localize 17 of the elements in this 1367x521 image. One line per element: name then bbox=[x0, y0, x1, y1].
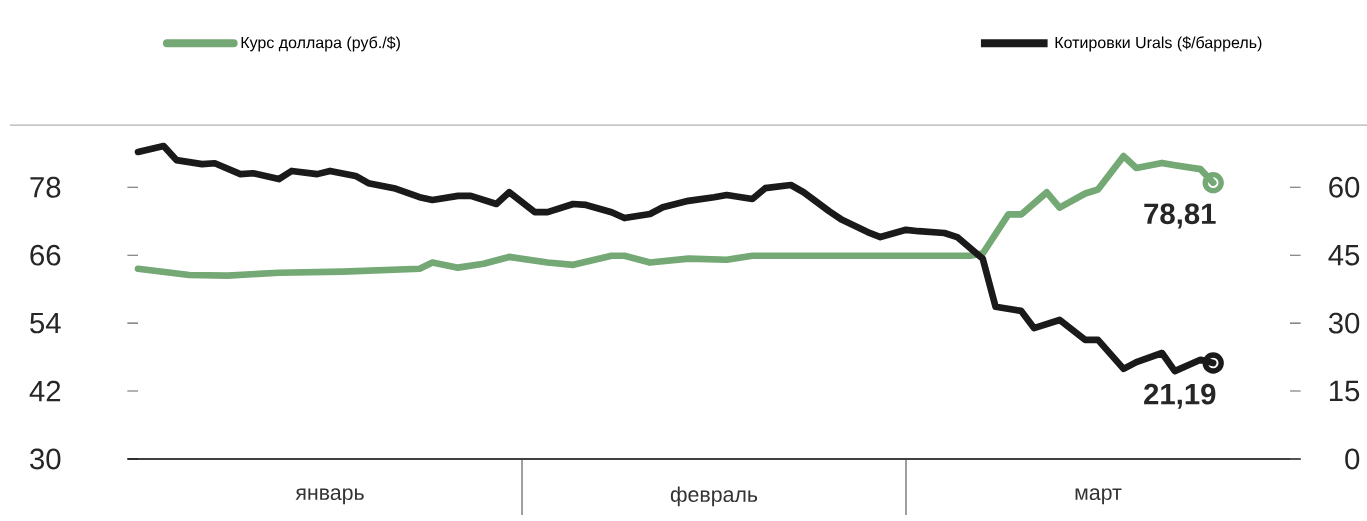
y-tick-label: 42 bbox=[29, 380, 61, 402]
x-tick-label: февраль bbox=[670, 486, 758, 507]
y-tick-label: 78 bbox=[30, 176, 61, 198]
legend-label: Котировки Urals ($/баррель) bbox=[1055, 36, 1262, 52]
legend-label: Курс доллара (руб./$) bbox=[241, 36, 400, 52]
y2-tick-label: 0 bbox=[1345, 448, 1360, 470]
y2-tick-label: 60 bbox=[1329, 176, 1360, 198]
y2-tick-label: 30 bbox=[1328, 312, 1360, 334]
y-tick-label: 30 bbox=[30, 448, 61, 470]
y-tick-label: 54 bbox=[30, 312, 61, 334]
data-label: 21,19 bbox=[1144, 383, 1216, 409]
x-tick-label: январь bbox=[295, 488, 364, 505]
y2-tick-label: 45 bbox=[1328, 244, 1360, 266]
y-tick-label: 66 bbox=[30, 244, 61, 266]
data-label: 78,81 bbox=[1144, 203, 1216, 229]
x-tick-label: март bbox=[1075, 488, 1122, 505]
y2-tick-label: 15 bbox=[1330, 380, 1360, 402]
